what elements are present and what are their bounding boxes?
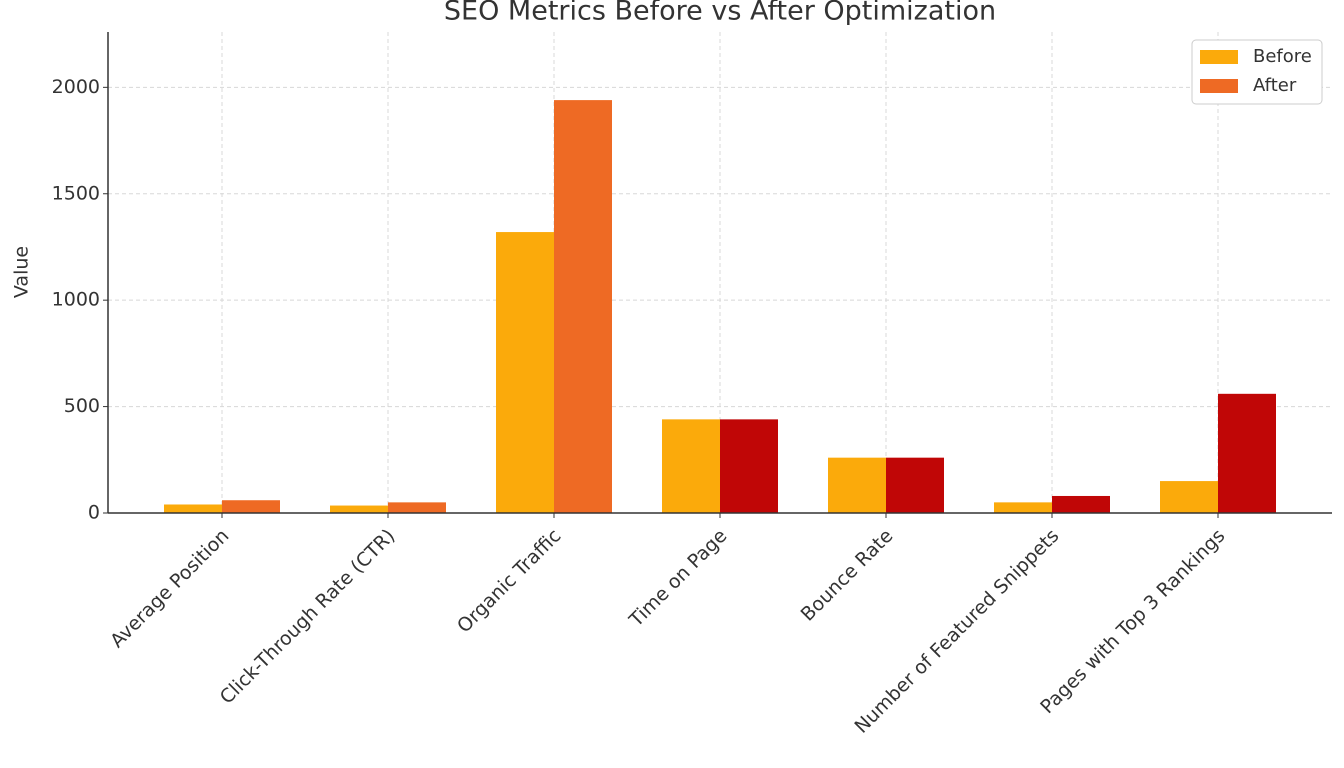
x-tick-label: Organic Traffic	[453, 525, 565, 637]
bar	[994, 502, 1052, 513]
bar	[554, 100, 612, 513]
y-tick-label: 0	[88, 502, 100, 524]
bar	[1160, 481, 1218, 513]
x-tick-label: Click-Through Rate (CTR)	[216, 525, 400, 709]
y-tick-label: 2000	[52, 76, 100, 98]
bar	[388, 502, 446, 513]
x-tick-label: Bounce Rate	[797, 525, 898, 626]
y-axis-label: Value	[11, 246, 33, 298]
x-tick-label: Pages with Top 3 Rankings	[1036, 525, 1229, 718]
bar	[1052, 495, 1110, 513]
bar	[496, 232, 554, 513]
y-tick-label: 500	[64, 395, 100, 417]
bar	[828, 457, 886, 513]
bar	[330, 505, 388, 513]
legend-swatch	[1200, 79, 1238, 93]
chart-title: SEO Metrics Before vs After Optimization	[444, 0, 996, 27]
y-tick-label: 1500	[52, 182, 100, 204]
bar	[662, 419, 720, 513]
legend-swatch	[1200, 50, 1238, 64]
x-tick-label: Time on Page	[624, 525, 731, 632]
legend-label: Before	[1253, 46, 1312, 67]
bar	[222, 500, 280, 513]
bar	[886, 457, 944, 513]
y-tick-label: 1000	[52, 289, 100, 311]
x-tick-label: Number of Featured Snippets	[850, 525, 1063, 738]
bar	[1218, 393, 1276, 513]
bar	[164, 504, 222, 513]
legend-label: After	[1253, 75, 1297, 96]
x-tick-label: Average Position	[106, 525, 233, 652]
bar	[720, 419, 778, 513]
